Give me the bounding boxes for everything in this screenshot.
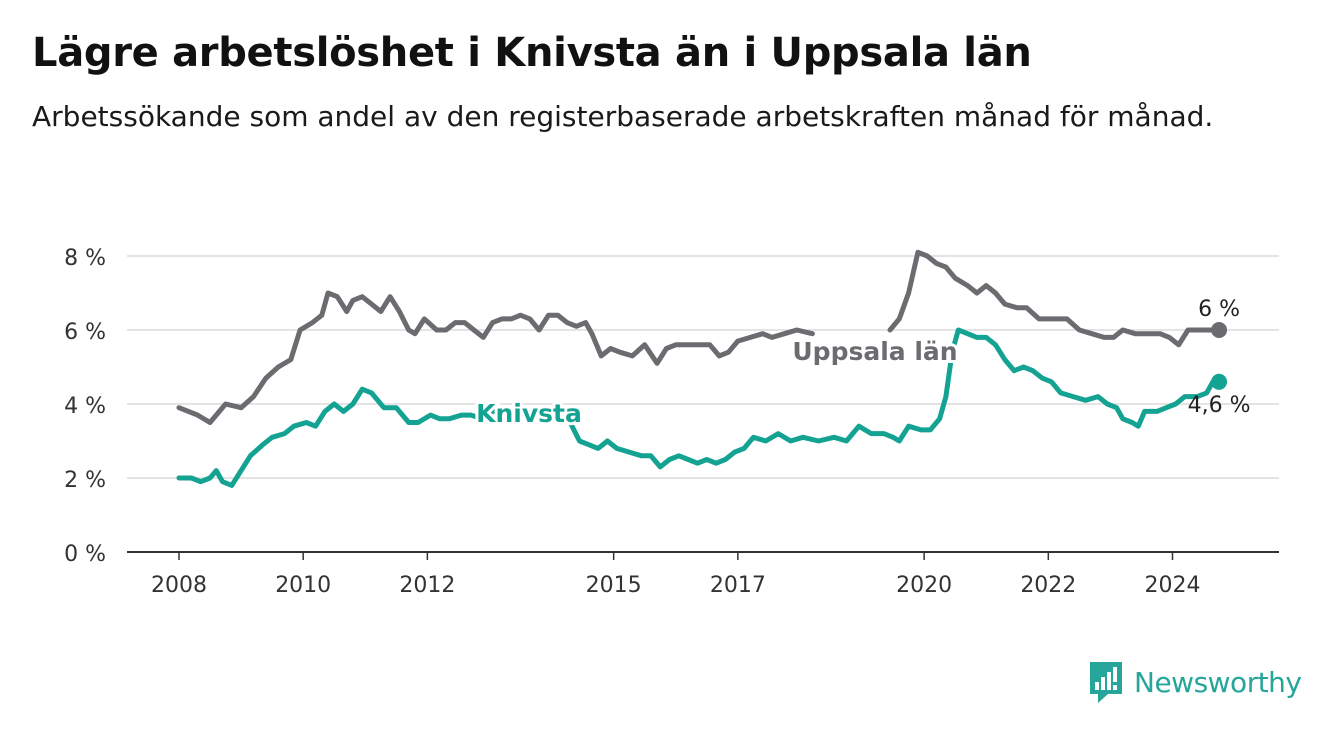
series-line-knivsta [567, 327, 1222, 470]
x-tick-label: 2024 [1145, 573, 1201, 598]
y-axis-ticks: 0 % 2 % 4 % 6 % 8 % [64, 246, 106, 567]
x-tick-label: 2012 [399, 573, 455, 598]
brand-logo: Newsworthy [1088, 660, 1302, 704]
series-labels: 6 % 4,6 % Uppsala län Knivsta [473, 297, 1251, 431]
series-line-uppsala-l-n [887, 249, 1222, 348]
series-lines [176, 249, 1228, 488]
series-line-uppsala-l-n [176, 290, 815, 425]
y-tick-label: 6 % [64, 320, 106, 345]
y-tick-label: 2 % [64, 468, 106, 493]
x-tick-label: 2022 [1020, 573, 1076, 598]
end-value-label-uppsala-l-n: 6 % [1198, 297, 1240, 322]
y-tick-label: 4 % [64, 394, 106, 419]
x-tick-label: 2008 [151, 573, 207, 598]
x-tick-label: 2020 [896, 573, 952, 598]
y-tick-label: 8 % [64, 246, 106, 271]
chart-subtitle: Arbetssökande som andel av den registerb… [32, 100, 1214, 133]
x-tick-label: 2015 [586, 573, 642, 598]
end-value-label-knivsta: 4,6 % [1188, 393, 1251, 418]
end-marker-knivsta [1211, 373, 1228, 390]
series-label-uppsala-l-n: Uppsala län [792, 337, 957, 366]
end-marker-uppsala-l-n [1211, 322, 1228, 338]
brand-name: Newsworthy [1134, 665, 1302, 699]
newsworthy-icon [1090, 662, 1122, 703]
series-line-knivsta [176, 386, 505, 488]
line-chart: 0 % 2 % 4 % 6 % 8 % 2008 2010 2012 2015 2017 2020… [64, 246, 1279, 598]
series-label-knivsta: Knivsta [476, 399, 582, 428]
x-tick-label: 2017 [710, 573, 766, 598]
x-tick-label: 2010 [275, 573, 331, 598]
x-axis-ticks: 2008 2010 2012 2015 2017 2020 2022 2024 [151, 552, 1201, 598]
y-tick-label: 0 % [64, 542, 106, 567]
chart-title: Lägre arbetslöshet i Knivsta än i Uppsal… [32, 30, 1032, 76]
